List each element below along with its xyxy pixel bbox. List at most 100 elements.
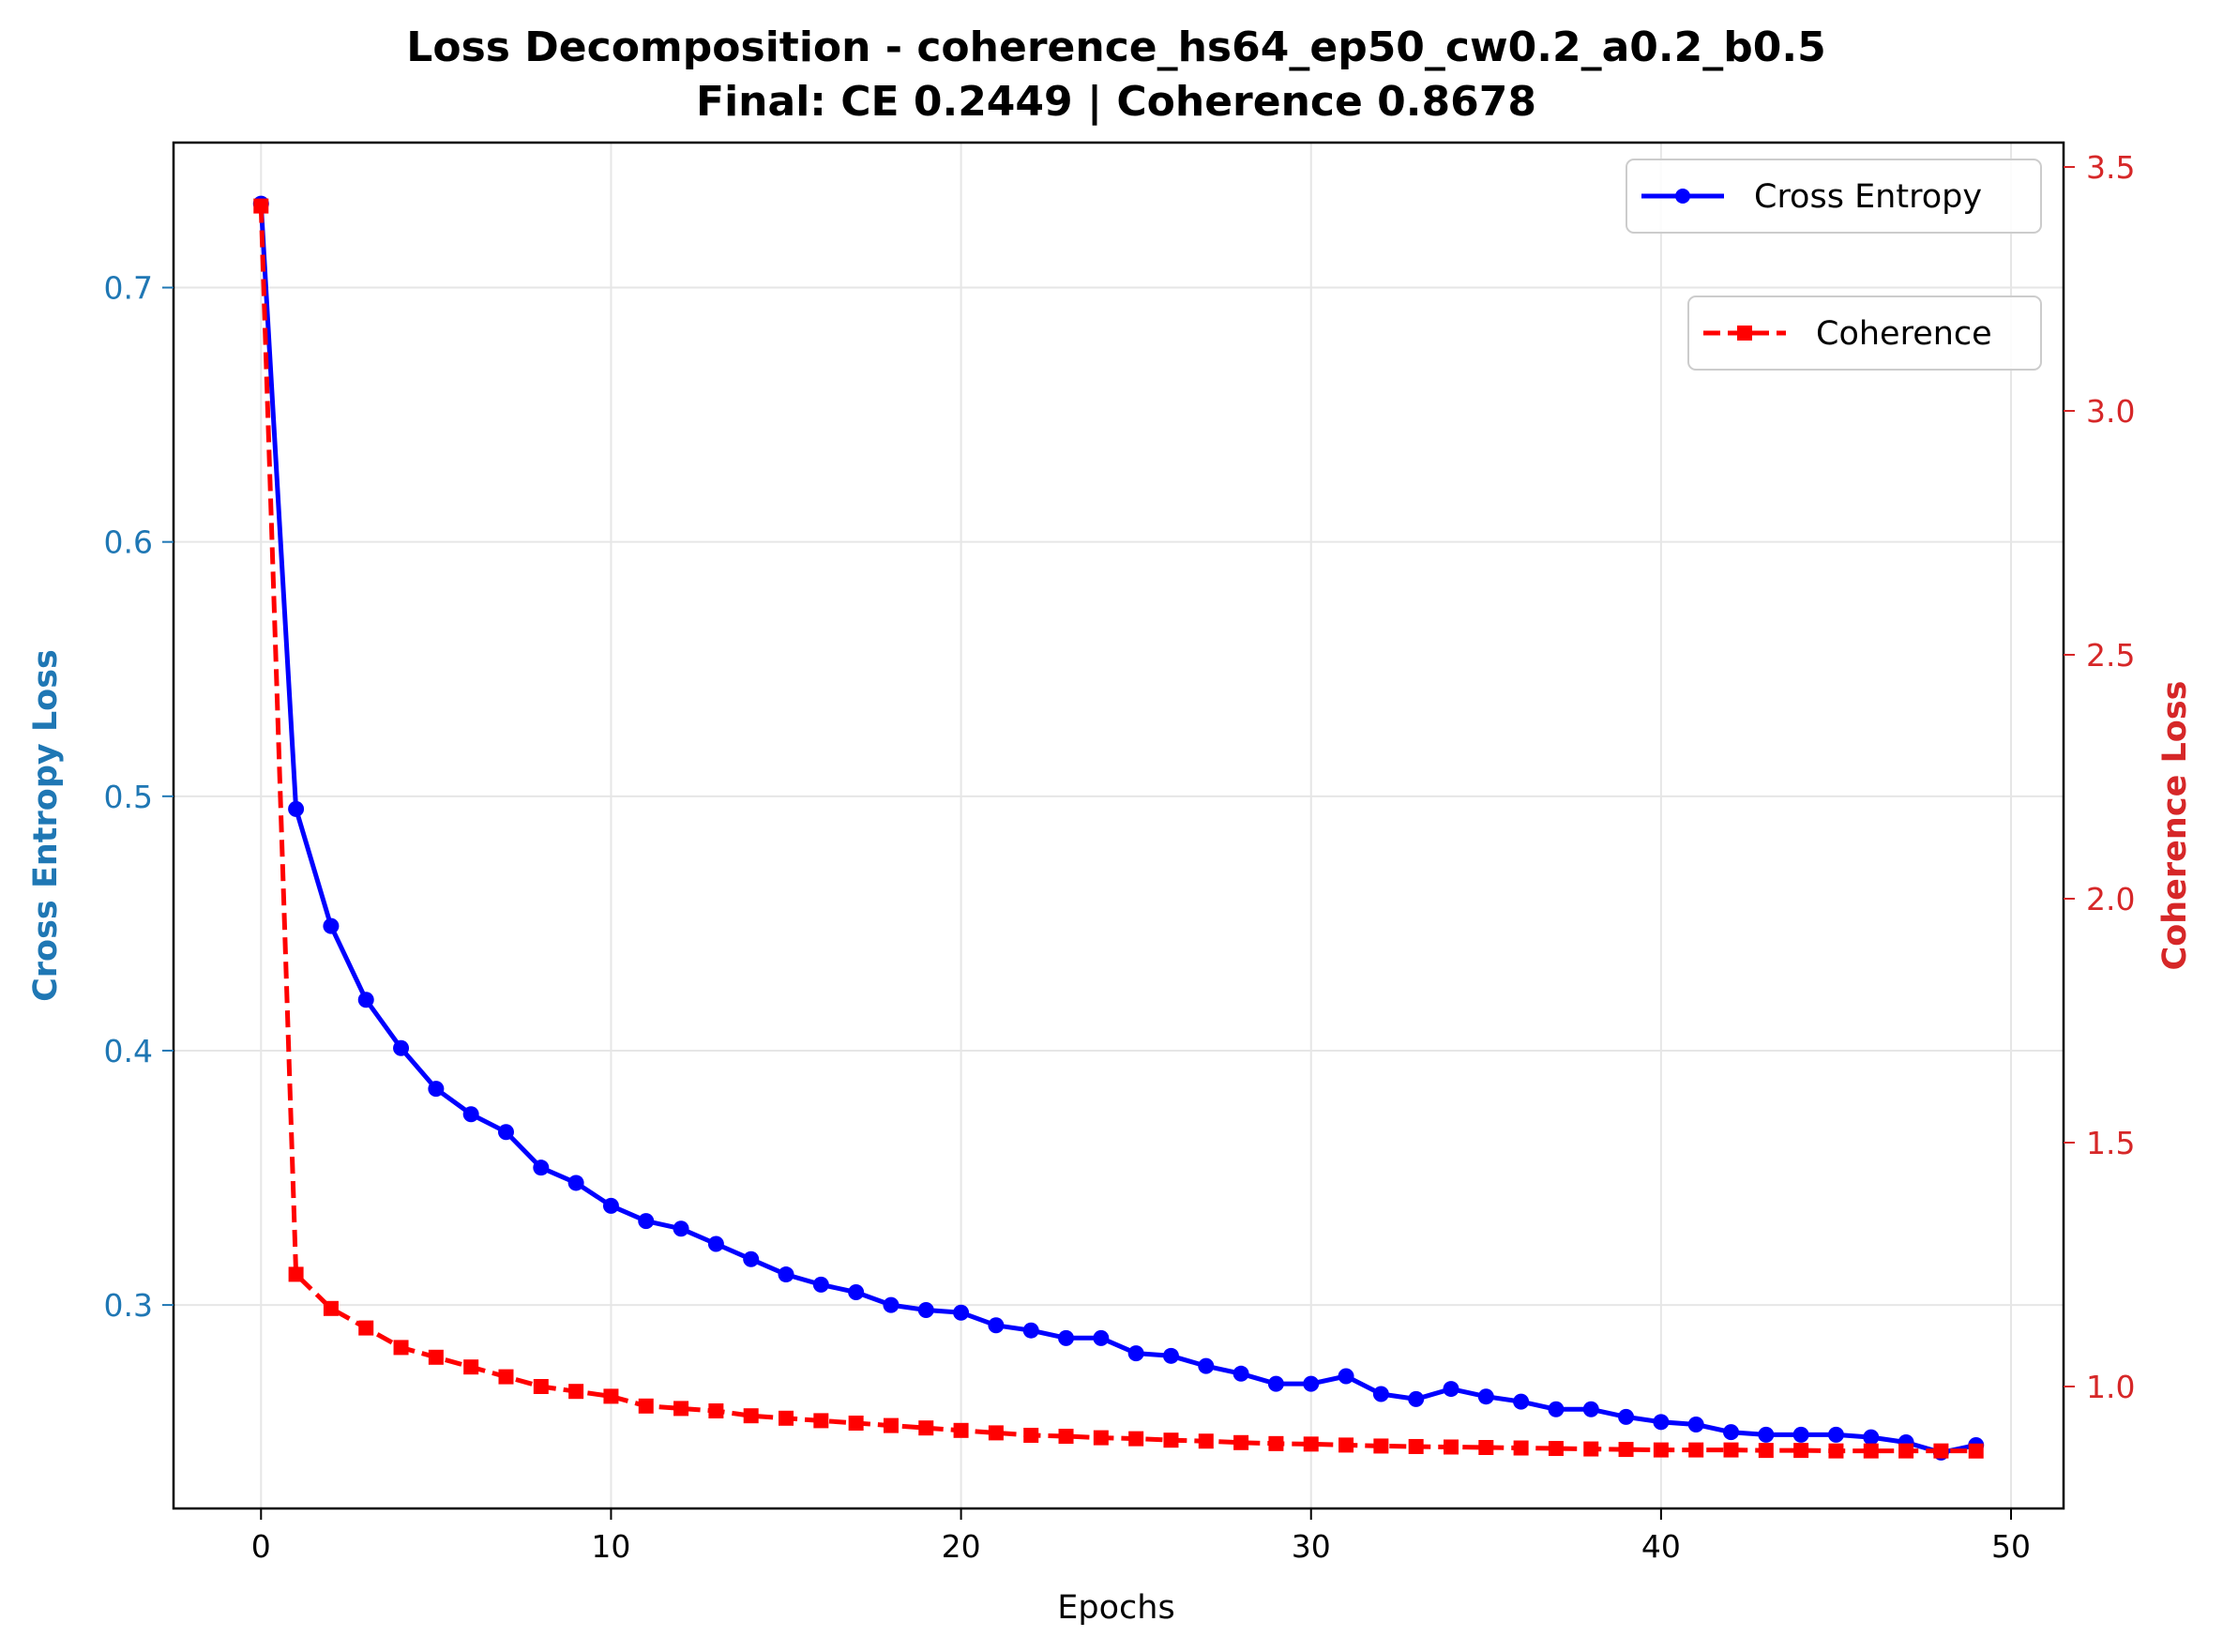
cross-entropy-point bbox=[1513, 1393, 1530, 1410]
x-tick-label: 20 bbox=[942, 1528, 981, 1565]
cross-entropy-point bbox=[1303, 1375, 1320, 1392]
coherence-point bbox=[323, 1300, 339, 1316]
cross-entropy-point bbox=[288, 800, 305, 817]
right-tick-label: 2.5 bbox=[2086, 637, 2135, 674]
right-tick-label: 3.0 bbox=[2086, 393, 2135, 430]
left-tick-label: 0.3 bbox=[104, 1287, 153, 1324]
coherence-point bbox=[1863, 1443, 1879, 1459]
cross-entropy-point bbox=[988, 1317, 1005, 1334]
cross-entropy-point bbox=[707, 1235, 724, 1252]
coherence-point bbox=[1233, 1434, 1249, 1450]
coherence-point bbox=[708, 1403, 724, 1418]
cross-entropy-point bbox=[673, 1220, 689, 1237]
coherence-point bbox=[673, 1401, 689, 1417]
cross-entropy-point bbox=[533, 1159, 550, 1176]
coherence-point bbox=[358, 1320, 374, 1336]
coherence-point bbox=[1058, 1429, 1074, 1445]
legend-coherence-box bbox=[1687, 296, 2042, 371]
x-tick-label: 0 bbox=[251, 1528, 271, 1565]
cross-entropy-point bbox=[917, 1302, 934, 1319]
cross-entropy-point bbox=[1408, 1390, 1425, 1407]
coherence-point bbox=[1968, 1443, 1984, 1459]
coherence-point bbox=[1793, 1443, 1809, 1459]
cross-entropy-point bbox=[1548, 1401, 1565, 1417]
coherence-point bbox=[1443, 1439, 1459, 1455]
cross-entropy-point bbox=[848, 1284, 865, 1301]
legend-cross-entropy-marker bbox=[1675, 189, 1690, 204]
x-tick-label: 40 bbox=[1641, 1528, 1681, 1565]
coherence-point bbox=[1303, 1436, 1319, 1452]
right-tick-label: 2.0 bbox=[2086, 881, 2135, 917]
x-tick-label: 10 bbox=[591, 1528, 630, 1565]
cross-entropy-point bbox=[1653, 1414, 1670, 1431]
legend-coherence-label: Coherence bbox=[1816, 315, 1992, 353]
coherence-point bbox=[1478, 1440, 1494, 1455]
coherence-point bbox=[1128, 1431, 1144, 1447]
x-axis-label: Epochs bbox=[1057, 1589, 1174, 1627]
coherence-point bbox=[568, 1384, 584, 1400]
x-axis-ticks: 0 10 20 30 40 50 bbox=[251, 1508, 2031, 1565]
x-tick-label: 50 bbox=[1991, 1528, 2031, 1565]
coherence-point bbox=[428, 1349, 444, 1365]
coherence-point bbox=[1723, 1442, 1739, 1458]
coherence-point bbox=[813, 1413, 829, 1429]
coherence-point bbox=[1408, 1438, 1424, 1454]
cross-entropy-point bbox=[497, 1124, 514, 1141]
coherence-point bbox=[288, 1266, 304, 1282]
cross-entropy-point bbox=[1792, 1426, 1809, 1443]
cross-entropy-point bbox=[1338, 1368, 1354, 1385]
coherence-point bbox=[743, 1408, 759, 1424]
cross-entropy-point bbox=[602, 1197, 619, 1214]
chart-subtitle: Final: CE 0.2449 | Coherence 0.8678 bbox=[696, 78, 1536, 126]
cross-entropy-point bbox=[357, 992, 374, 1008]
coherence-point bbox=[1373, 1438, 1389, 1454]
left-axis-ticks: 0.3 0.4 0.5 0.6 0.7 bbox=[104, 270, 174, 1324]
cross-entropy-point bbox=[1232, 1365, 1249, 1382]
chart-title: Loss Decomposition - coherence_hs64_ep50… bbox=[406, 23, 1825, 71]
coherence-point bbox=[253, 198, 269, 214]
coherence-point bbox=[1338, 1437, 1354, 1453]
coherence-point bbox=[1548, 1441, 1564, 1457]
cross-entropy-point bbox=[1022, 1322, 1039, 1339]
coherence-point bbox=[1828, 1443, 1844, 1459]
coherence-point bbox=[603, 1388, 619, 1404]
right-tick-label: 1.5 bbox=[2086, 1125, 2135, 1161]
coherence-point bbox=[953, 1422, 969, 1438]
cross-entropy-point bbox=[953, 1304, 970, 1321]
cross-entropy-point bbox=[1093, 1329, 1110, 1346]
coherence-point bbox=[779, 1410, 794, 1426]
coherence-point bbox=[1933, 1443, 1949, 1459]
cross-entropy-point bbox=[812, 1276, 829, 1293]
cross-entropy-point bbox=[393, 1039, 410, 1056]
cross-entropy-point bbox=[1162, 1347, 1179, 1364]
left-tick-label: 0.5 bbox=[104, 779, 153, 815]
cross-entropy-point bbox=[567, 1175, 584, 1191]
coherence-point bbox=[1023, 1428, 1039, 1443]
cross-entropy-point bbox=[1267, 1375, 1284, 1392]
legend-coherence: Coherence bbox=[1687, 296, 2042, 371]
coherence-point bbox=[463, 1359, 479, 1375]
cross-entropy-point bbox=[1863, 1429, 1880, 1446]
coherence-point bbox=[848, 1416, 864, 1431]
cross-entropy-point bbox=[1618, 1408, 1635, 1425]
coherence-point bbox=[1898, 1443, 1914, 1459]
coherence-series bbox=[253, 198, 1984, 1459]
cross-entropy-point bbox=[1582, 1401, 1599, 1417]
cross-entropy-point bbox=[1198, 1357, 1215, 1374]
cross-entropy-point bbox=[1443, 1381, 1459, 1398]
cross-entropy-point bbox=[1477, 1388, 1494, 1405]
right-tick-label: 3.5 bbox=[2086, 149, 2135, 186]
right-tick-label: 1.0 bbox=[2086, 1369, 2135, 1405]
cross-entropy-point bbox=[323, 917, 340, 934]
coherence-point bbox=[393, 1340, 409, 1356]
coherence-point bbox=[1093, 1430, 1109, 1446]
coherence-point bbox=[1198, 1433, 1214, 1449]
cross-entropy-point bbox=[428, 1081, 445, 1098]
coherence-point bbox=[638, 1398, 654, 1414]
coherence-point bbox=[883, 1417, 899, 1433]
coherence-point bbox=[1583, 1441, 1599, 1457]
coherence-point bbox=[498, 1369, 514, 1385]
left-tick-label: 0.6 bbox=[104, 524, 153, 561]
